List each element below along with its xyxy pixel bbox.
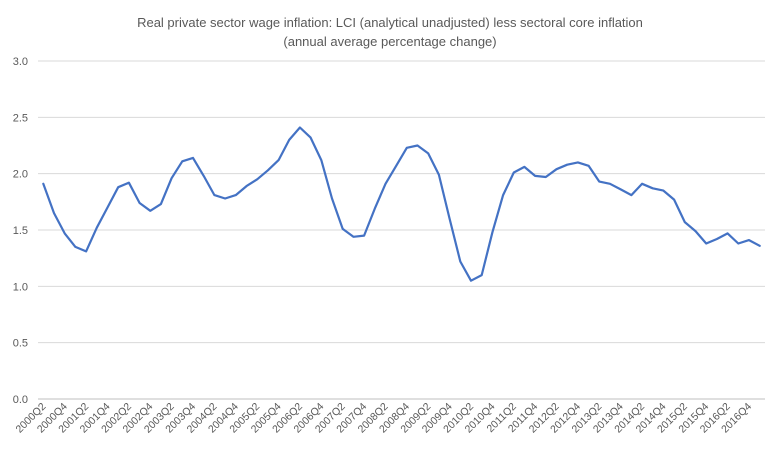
gridlines xyxy=(38,60,765,400)
y-tick-label: 2.5 xyxy=(13,112,28,124)
y-tick-label: 0.5 xyxy=(13,338,28,350)
series-layer xyxy=(42,126,761,282)
x-axis-ticks: 2000Q22000Q42001Q22001Q42002Q22002Q42003… xyxy=(14,401,755,436)
y-axis-ticks: 0.0 0.5 1.0 1.5 2.0 2.5 3.0 xyxy=(13,56,28,406)
series-line xyxy=(42,126,761,282)
chart-title: Real private sector wage inflation: LCI … xyxy=(137,15,643,30)
y-tick-label: 0.0 xyxy=(13,394,28,406)
y-tick-label: 3.0 xyxy=(13,56,28,68)
y-tick-label: 1.5 xyxy=(13,225,28,237)
y-tick-label: 2.0 xyxy=(13,169,28,181)
chart-subtitle: (annual average percentage change) xyxy=(283,34,496,49)
y-tick-label: 1.0 xyxy=(13,281,28,293)
